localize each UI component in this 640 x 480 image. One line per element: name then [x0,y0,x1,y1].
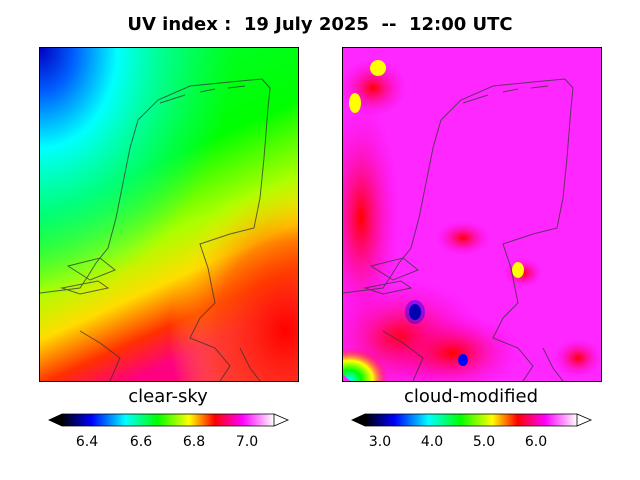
colorbar-tick-label: 6.8 [182,434,206,450]
colorbar-tick-label: 6.0 [524,434,548,450]
cloud-modified-map [343,48,601,381]
figure-title: UV index : 19 July 2025 -- 12:00 UTC [127,14,513,35]
colorbar-tick-label: 6.4 [75,434,99,450]
clear-sky-map [40,48,298,381]
colorbar-tick-label: 6.6 [129,434,153,450]
panel-label-clear-sky: clear-sky [128,386,208,407]
panel-label-cloud-modified: cloud-modified [403,386,539,407]
colorbar-tick-label: 7.0 [235,434,259,450]
map-panel-clear-sky [39,47,299,382]
colorbar-cloud-modified [351,413,593,427]
colorbar-tick-label: 3.0 [368,434,392,450]
colorbar-tick-label: 4.0 [420,434,444,450]
map-panel-cloud-modified [342,47,602,382]
colorbar-clear-sky [48,413,290,427]
colorbar-tick-label: 5.0 [472,434,496,450]
